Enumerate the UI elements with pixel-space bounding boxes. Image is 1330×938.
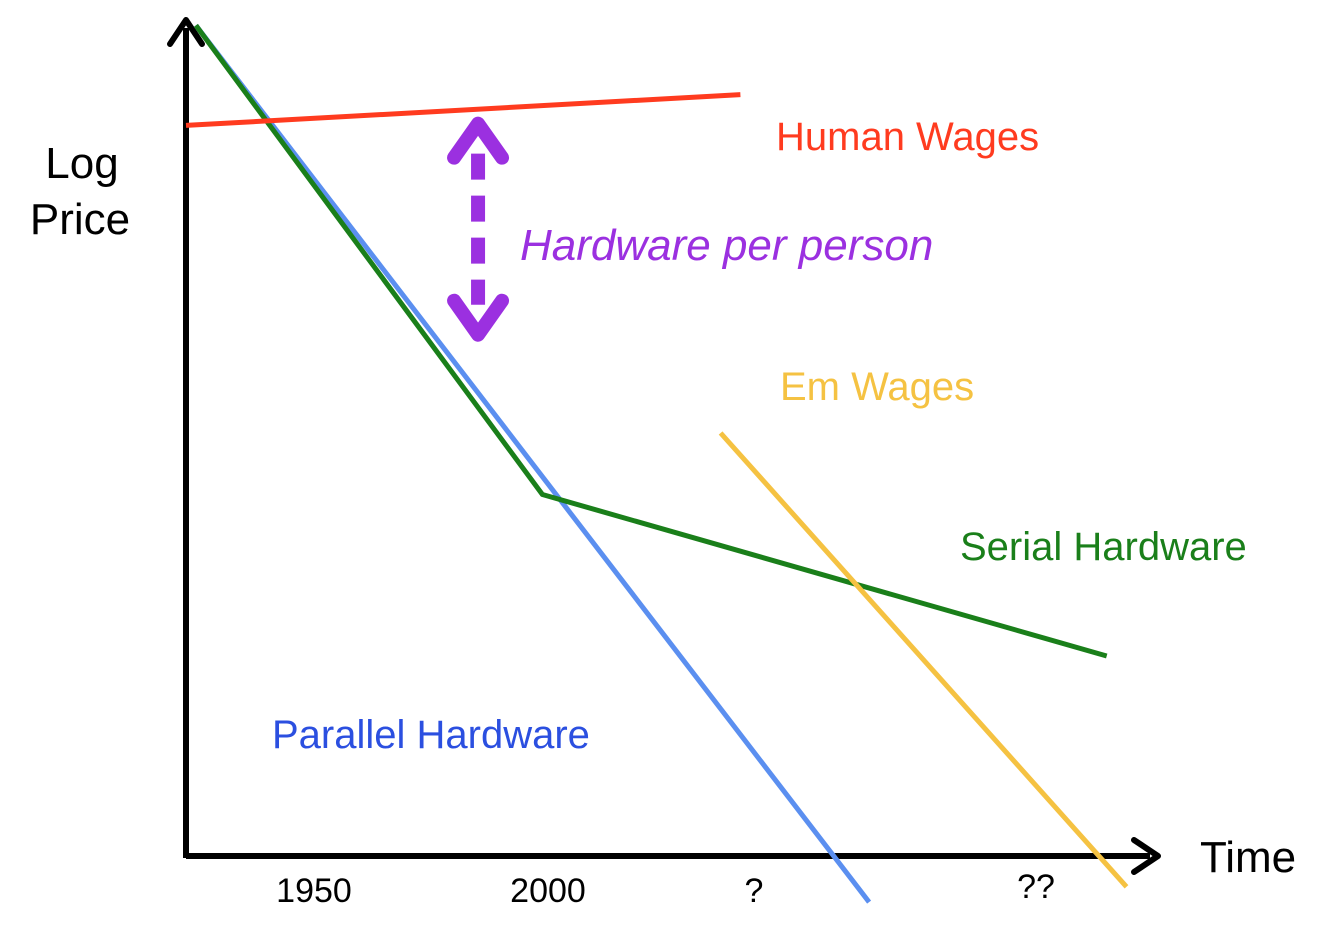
- series-label-em-wages: Em Wages: [780, 365, 974, 409]
- y-axis-title-line-1: Log: [45, 139, 118, 188]
- x-tick-label-1950: 1950: [276, 872, 352, 910]
- annotation-arrowhead-up: [447, 116, 510, 165]
- x-tick-label-question: ?: [745, 872, 764, 910]
- series-layer: [185, 23, 1129, 904]
- x-tick-label-2000: 2000: [510, 872, 586, 910]
- annotation-hardware-per-person: Hardware per person: [520, 221, 933, 270]
- series-line-em-wages: [718, 431, 1129, 889]
- series-label-serial-hardware: Serial Hardware: [960, 525, 1247, 569]
- x-axis-arrowhead: [1131, 837, 1161, 875]
- series-label-human-wages: Human Wages: [776, 115, 1039, 159]
- x-tick-label-double-question: ??: [1017, 868, 1055, 906]
- x-axis-title: Time: [1200, 833, 1296, 882]
- series-line-parallel-hardware: [193, 23, 872, 904]
- series-label-parallel-hardware: Parallel Hardware: [272, 713, 590, 757]
- annotation-arrowhead-down: [447, 293, 510, 342]
- annotation-layer: [447, 116, 510, 342]
- series-line-serial-hardware: [193, 23, 1108, 659]
- series-line-human-wages: [185, 92, 741, 128]
- y-axis-arrowhead: [167, 17, 205, 47]
- y-axis-title-line-2: Price: [30, 195, 130, 244]
